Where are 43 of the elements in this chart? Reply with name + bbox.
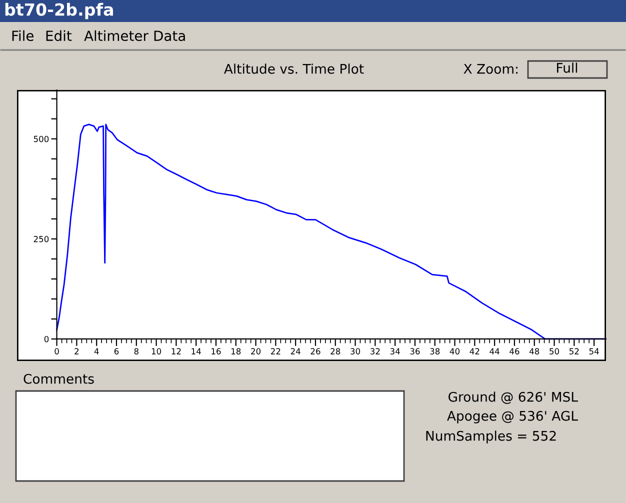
- x-tick-label: 38: [430, 348, 440, 354]
- chart-title: Altitude vs. Time Plot: [224, 64, 364, 74]
- x-tick-label: 36: [410, 348, 420, 354]
- x-tick-label: 50: [550, 348, 560, 354]
- x-tick-label: 14: [192, 348, 201, 354]
- x-tick-label: 22: [270, 348, 280, 354]
- x-tick-label: 44: [490, 348, 500, 354]
- x-tick-label: 16: [212, 348, 221, 354]
- x-tick-label: 18: [232, 348, 241, 354]
- text: Ground @ 626' MSL: [448, 392, 578, 404]
- text: Altimeter: [84, 30, 148, 42]
- x-tick-label: 20: [251, 348, 261, 354]
- text: Full: [557, 62, 578, 73]
- x-tick-label: 2: [74, 348, 79, 354]
- x-tick-label: 32: [370, 348, 380, 354]
- x-tick-label: 12: [172, 348, 181, 354]
- x-tick-label: 4: [94, 348, 99, 354]
- x-tick-label: 28: [330, 348, 340, 354]
- text: Comments: [24, 374, 94, 384]
- x-tick-label: 0: [54, 348, 59, 354]
- text: X Zoom:: [464, 64, 518, 74]
- y-tick-label: 0: [44, 336, 49, 342]
- text: Edit: [46, 30, 72, 42]
- x-tick-label: 10: [152, 348, 162, 354]
- text: NumSamples = 552: [426, 430, 556, 444]
- x-tick-label: 8: [134, 348, 138, 354]
- x-tick-label: 48: [529, 348, 540, 354]
- x-tick-label: 24: [290, 348, 300, 354]
- y-tick-label: 250: [34, 236, 49, 242]
- x-tick-label: 52: [570, 348, 579, 354]
- x-tick-label: 46: [510, 348, 520, 354]
- text: bt70-2b.pfa: [5, 2, 113, 20]
- x-tick-label: 40: [450, 348, 460, 354]
- x-tick-label: 34: [390, 348, 400, 354]
- x-tick-label: 30: [350, 348, 360, 354]
- x-tick-label: 42: [470, 348, 480, 354]
- text: File: [12, 30, 34, 42]
- text: Data: [154, 30, 185, 42]
- x-tick-label: 6: [114, 348, 119, 354]
- x-tick-label: 26: [310, 348, 320, 354]
- x-tick-label: 54: [589, 348, 599, 354]
- y-tick-label: 500: [34, 136, 49, 142]
- text: Apogee @ 536' AGL: [447, 410, 578, 424]
